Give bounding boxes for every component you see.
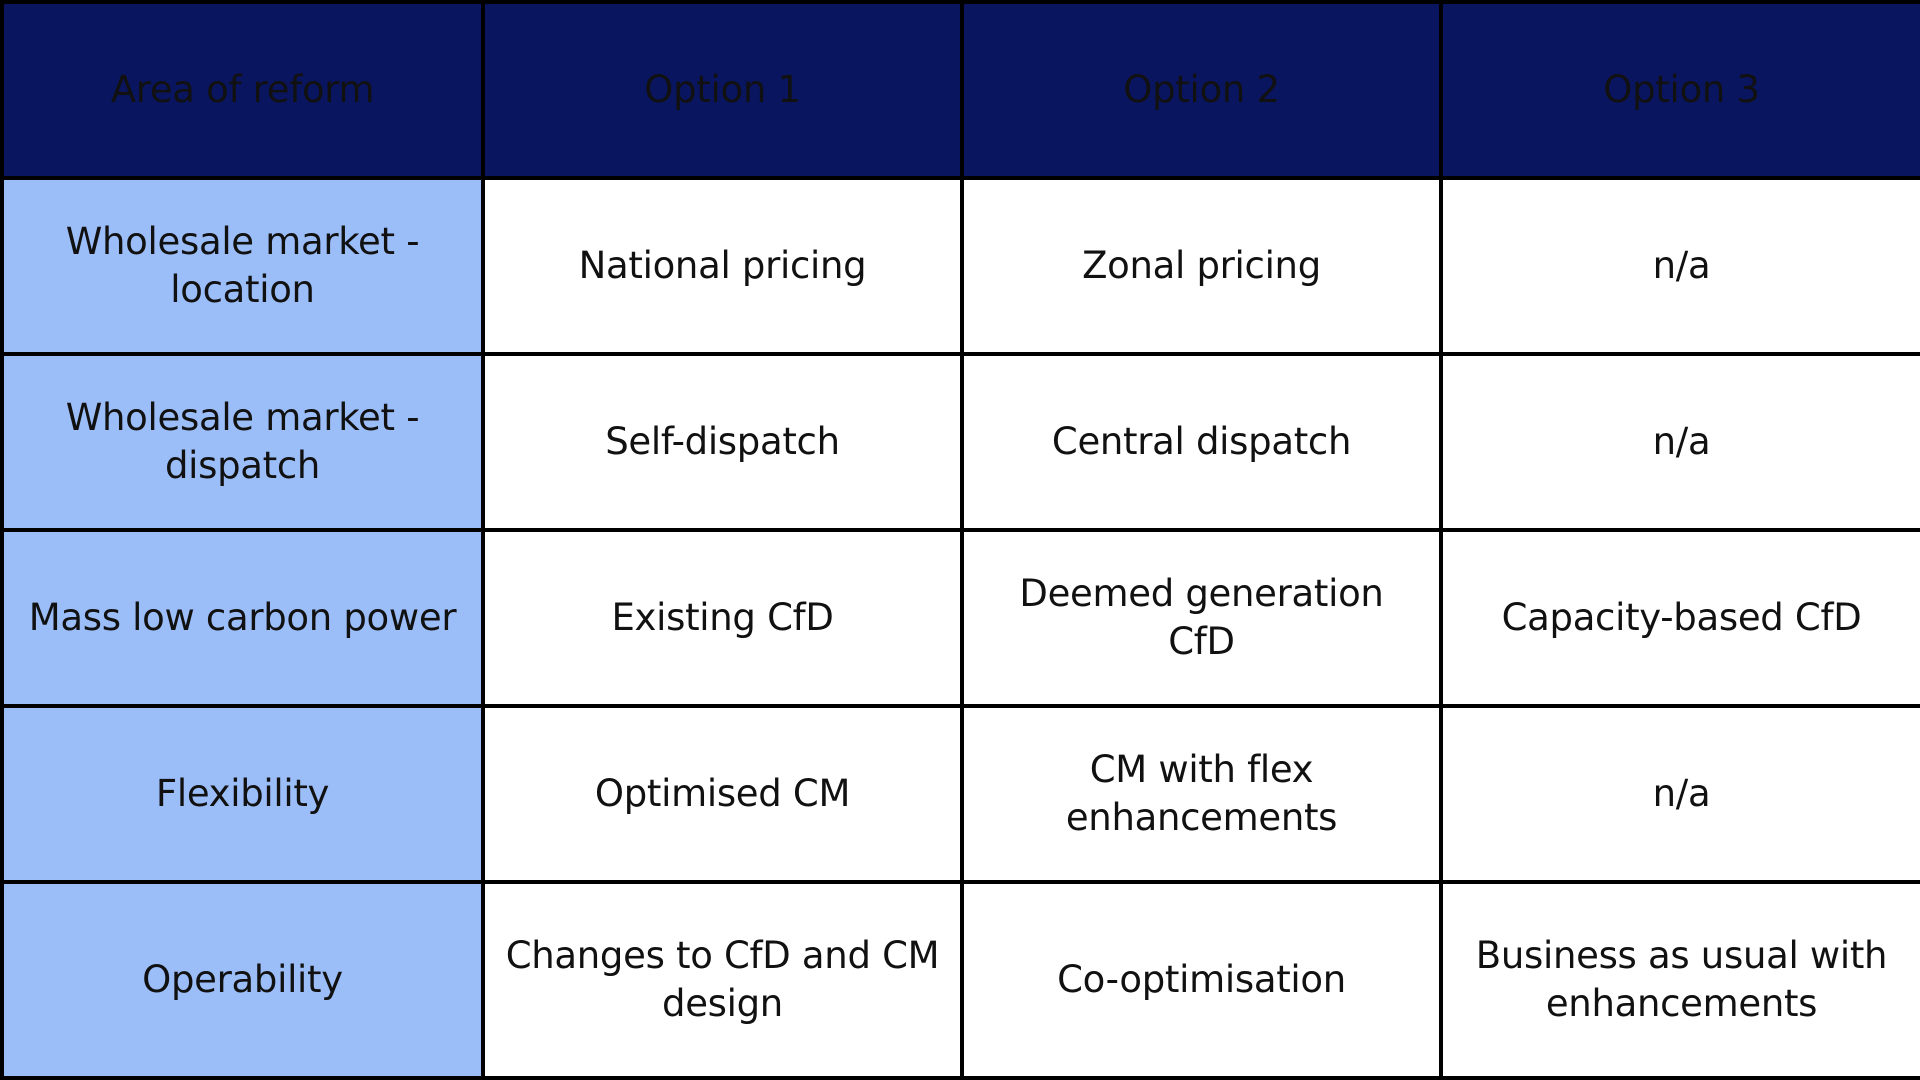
option-1-cell: National pricing — [481, 176, 964, 356]
option-2-cell: Zonal pricing — [960, 176, 1443, 356]
option-3-cell: n/a — [1439, 352, 1920, 532]
header-option-2: Option 2 — [960, 0, 1443, 180]
option-2-cell: CM with flex enhancements — [960, 704, 1443, 884]
option-1-cell: Self-dispatch — [481, 352, 964, 532]
table-header-row: Area of reform Option 1 Option 2 Option … — [0, 0, 1920, 180]
option-3-cell: Business as usual with enhancements — [1439, 880, 1920, 1080]
option-3-cell: Capacity-based CfD — [1439, 528, 1920, 708]
table-row: Operability Changes to CfD and CM design… — [0, 880, 1920, 1080]
table-row: Wholesale market - dispatch Self-dispatc… — [0, 352, 1920, 532]
option-3-cell: n/a — [1439, 704, 1920, 884]
option-2-cell: Co-optimisation — [960, 880, 1443, 1080]
area-cell-wholesale-location: Wholesale market - location — [0, 176, 485, 356]
option-1-cell: Existing CfD — [481, 528, 964, 708]
table-row: Mass low carbon power Existing CfD Deeme… — [0, 528, 1920, 708]
area-cell-mass-low-carbon: Mass low carbon power — [0, 528, 485, 708]
option-3-cell: n/a — [1439, 176, 1920, 356]
header-option-3: Option 3 — [1439, 0, 1920, 180]
table-row: Flexibility Optimised CM CM with flex en… — [0, 704, 1920, 884]
area-cell-wholesale-dispatch: Wholesale market - dispatch — [0, 352, 485, 532]
area-cell-flexibility: Flexibility — [0, 704, 485, 884]
option-2-cell: Deemed generation CfD — [960, 528, 1443, 708]
option-1-cell: Changes to CfD and CM design — [481, 880, 964, 1080]
area-cell-operability: Operability — [0, 880, 485, 1080]
table-row: Wholesale market - location National pri… — [0, 176, 1920, 356]
option-1-cell: Optimised CM — [481, 704, 964, 884]
option-2-cell: Central dispatch — [960, 352, 1443, 532]
header-area-of-reform: Area of reform — [0, 0, 485, 180]
header-option-1: Option 1 — [481, 0, 964, 180]
